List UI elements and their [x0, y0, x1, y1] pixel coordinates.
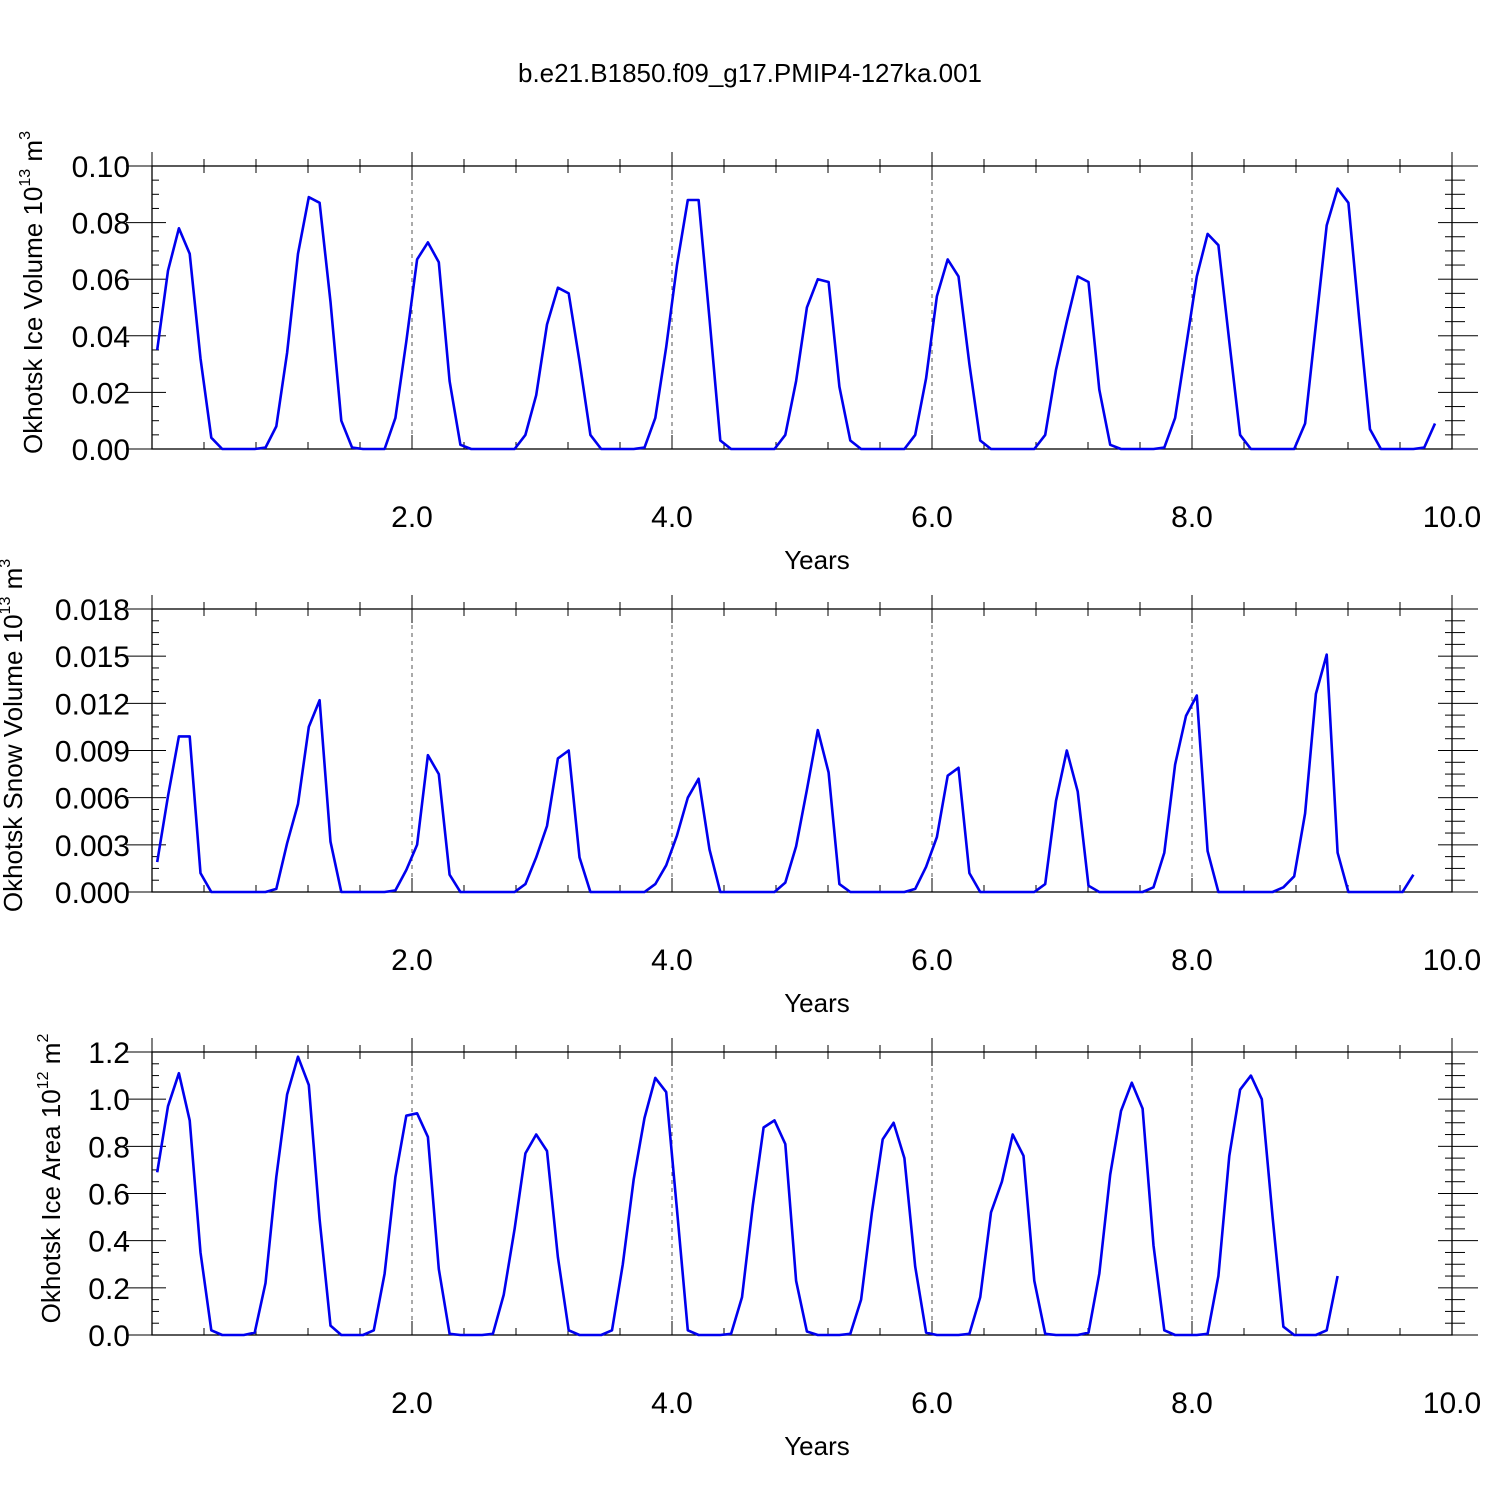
x-tick-label: 8.0	[1171, 501, 1213, 534]
plot-frame	[151, 165, 1453, 450]
y-tick-label: 0.006	[55, 783, 130, 816]
plot-frame	[151, 608, 1453, 893]
y-tick-label: 0.00	[72, 434, 130, 467]
y-tick-label: 0.02	[72, 377, 130, 410]
panel-1: 2.0 4.0 6.0 8.0 10.0 Years 0.00 0.02 0.04 0.06 0.0…	[17, 131, 1481, 575]
y-tick-label: 0.009	[55, 736, 130, 769]
x-tick-label: 2.0	[391, 944, 433, 977]
series-line	[155, 1055, 1339, 1337]
y-tick-label: 0.015	[55, 641, 130, 674]
x-axis-label: Years	[784, 545, 850, 575]
x-tick-label: 4.0	[651, 501, 693, 534]
x-tick-label: 2.0	[391, 501, 433, 534]
y-tick-label: 0.012	[55, 688, 130, 721]
y-tick-label: 0.4	[88, 1226, 130, 1259]
y-tick-label: 0.04	[72, 321, 130, 354]
y-tick-label: 0.8	[88, 1131, 130, 1164]
panel-3: 2.0 4.0 6.0 8.0 10.0 Years 0.0 0.2 0.4 0.6 0.8 1.0 1…	[35, 1034, 1481, 1461]
x-tick-label: 2.0	[391, 1387, 433, 1420]
panel-2: 2.0 4.0 6.0 8.0 10.0 Years 0.000 0.003 0.006 0.00…	[0, 559, 1481, 1018]
x-tick-label: 6.0	[911, 1387, 953, 1420]
x-tick-label: 6.0	[911, 501, 953, 534]
y-tick-label: 0.018	[55, 594, 130, 627]
y-axis-label: Okhotsk Snow Volume 1013 m3	[0, 559, 28, 912]
x-axis-label: Years	[784, 988, 850, 1018]
x-tick-label: 10.0	[1423, 944, 1481, 977]
x-tick-label: 4.0	[651, 1387, 693, 1420]
chart-title: b.e21.B1850.f09_g17.PMIP4-127ka.001	[517, 58, 983, 88]
chart-panels: 2.0 4.0 6.0 8.0 10.0 Years 0.00 0.02 0.04 0.06 0.0…	[0, 131, 1481, 1461]
x-tick-label: 10.0	[1423, 501, 1481, 534]
y-tick-label: 0.2	[88, 1273, 130, 1306]
x-tick-label: 8.0	[1171, 1387, 1213, 1420]
y-tick-label: 0.10	[72, 151, 130, 184]
x-tick-label: 10.0	[1423, 1387, 1481, 1420]
y-axis-label: Okhotsk Ice Area 1012 m2	[35, 1034, 66, 1324]
y-tick-label: 0.06	[72, 264, 130, 297]
y-tick-label: 0.003	[55, 830, 130, 863]
plot-frame	[151, 1051, 1453, 1336]
y-tick-label: 0.0	[88, 1320, 130, 1353]
series-line	[155, 187, 1437, 451]
x-tick-label: 4.0	[651, 944, 693, 977]
y-tick-label: 0.000	[55, 877, 130, 910]
x-tick-label: 8.0	[1171, 944, 1213, 977]
y-tick-label: 1.0	[88, 1084, 130, 1117]
y-axis-label: Okhotsk Ice Volume 1013 m3	[17, 131, 48, 454]
y-tick-label: 1.2	[88, 1037, 130, 1070]
series-line	[155, 653, 1415, 894]
x-tick-label: 6.0	[911, 944, 953, 977]
x-axis-label: Years	[784, 1431, 850, 1461]
y-tick-label: 0.6	[88, 1179, 130, 1212]
y-tick-label: 0.08	[72, 208, 130, 241]
